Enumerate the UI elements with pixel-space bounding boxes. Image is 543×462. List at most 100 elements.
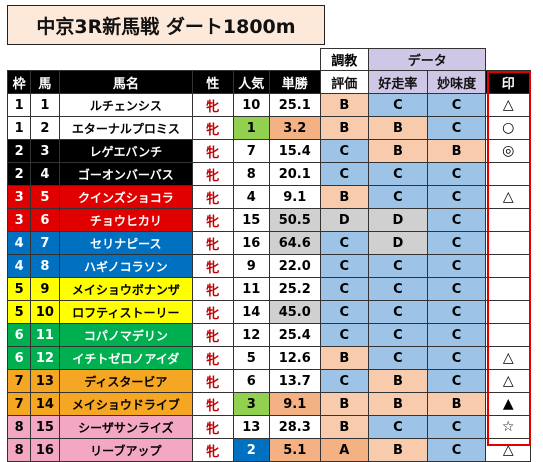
value-rating-cell: C xyxy=(426,277,487,301)
uma-cell: 8 xyxy=(30,254,60,278)
sex-cell: 牝 xyxy=(192,116,234,140)
waku-cell: 8 xyxy=(6,438,32,462)
waku-cell: 8 xyxy=(6,415,32,439)
sex-cell: 牝 xyxy=(192,300,234,324)
myomi-header: 妙味度 xyxy=(426,70,487,94)
prediction-mark-cell: ○ xyxy=(485,116,531,140)
waku-cell: 4 xyxy=(6,254,32,278)
prediction-mark-cell xyxy=(485,323,531,347)
race-title: 中京3R新馬戦 ダート1800m xyxy=(7,5,325,45)
success-rate-cell: C xyxy=(368,323,428,347)
training-eval-cell: B xyxy=(319,346,370,370)
horse-row: 4 7 セリナピース牝 16 64.6 C D C xyxy=(6,231,531,255)
sex-cell: 牝 xyxy=(192,185,234,209)
training-eval-cell: C xyxy=(319,254,370,278)
odds-cell: 20.1 xyxy=(268,162,321,186)
horse-row: 3 5 クインズショコラ牝 4 9.1 B C C △ xyxy=(6,185,531,209)
odds-cell: 25.1 xyxy=(268,93,321,117)
odds-cell: 64.6 xyxy=(268,231,321,255)
success-rate-cell: B xyxy=(368,392,428,416)
horse-row: 3 6 チョウヒカリ牝 15 50.5 D D C xyxy=(6,208,531,232)
horse-name-cell: クインズショコラ xyxy=(58,185,194,209)
popularity-cell: 2 xyxy=(232,438,270,462)
waku-header: 枠 xyxy=(6,70,32,94)
horse-row: 1 1 ルチェンシス牝 10 25.1 B C C △ xyxy=(6,93,531,117)
prediction-mark-cell: △ xyxy=(485,93,531,117)
popularity-cell: 10 xyxy=(232,93,270,117)
sex-cell: 牝 xyxy=(192,415,234,439)
waku-cell: 2 xyxy=(6,139,32,163)
training-eval-cell: C xyxy=(319,369,370,393)
value-rating-cell: B xyxy=(426,139,487,163)
training-eval-cell: C xyxy=(319,300,370,324)
success-rate-cell: C xyxy=(368,162,428,186)
value-rating-cell: C xyxy=(426,93,487,117)
chokyo-top-header: 調教 xyxy=(319,48,370,71)
value-rating-cell: C xyxy=(426,300,487,324)
uma-cell: 15 xyxy=(30,415,60,439)
success-rate-cell: C xyxy=(368,93,428,117)
training-eval-cell: D xyxy=(319,208,370,232)
value-rating-cell: C xyxy=(426,231,487,255)
kousou-header: 好走率 xyxy=(368,70,428,94)
horse-name-cell: シーザサンライズ xyxy=(58,415,194,439)
popularity-cell: 6 xyxy=(232,369,270,393)
prediction-mark-cell: △ xyxy=(485,438,531,462)
training-eval-cell: B xyxy=(319,185,370,209)
sex-cell: 牝 xyxy=(192,392,234,416)
popularity-cell: 13 xyxy=(232,415,270,439)
popularity-cell: 14 xyxy=(232,300,270,324)
value-rating-cell: C xyxy=(426,369,487,393)
prediction-mark-cell: ▲ xyxy=(485,392,531,416)
popularity-cell: 8 xyxy=(232,162,270,186)
sex-cell: 牝 xyxy=(192,369,234,393)
horse-row: 1 2 エターナルプロミス牝 1 3.2 B B C ○ xyxy=(6,116,531,140)
value-rating-cell: C xyxy=(426,346,487,370)
training-eval-cell: A xyxy=(319,438,370,462)
training-eval-cell: B xyxy=(319,116,370,140)
horse-row: 4 8 ハギノコラソン牝 9 22.0 C C C xyxy=(6,254,531,278)
success-rate-cell: C xyxy=(368,415,428,439)
uma-cell: 12 xyxy=(30,346,60,370)
waku-cell: 2 xyxy=(6,162,32,186)
odds-cell: 9.1 xyxy=(268,392,321,416)
horse-name-cell: チョウヒカリ xyxy=(58,208,194,232)
success-rate-cell: B xyxy=(368,369,428,393)
training-eval-cell: C xyxy=(319,139,370,163)
sex-header: 性 xyxy=(192,70,234,94)
value-rating-cell: C xyxy=(426,254,487,278)
sex-cell: 牝 xyxy=(192,162,234,186)
horse-name-cell: コパノマデリン xyxy=(58,323,194,347)
uma-cell: 9 xyxy=(30,277,60,301)
waku-cell: 1 xyxy=(6,116,32,140)
odds-cell: 50.5 xyxy=(268,208,321,232)
odds-cell: 3.2 xyxy=(268,116,321,140)
uma-cell: 4 xyxy=(30,162,60,186)
prediction-mark-cell xyxy=(485,254,531,278)
training-eval-cell: C xyxy=(319,277,370,301)
horse-row: 2 3 レゲエバンチ牝 7 15.4 C B B ◎ xyxy=(6,139,531,163)
success-rate-cell: D xyxy=(368,231,428,255)
success-rate-cell: B xyxy=(368,139,428,163)
value-rating-cell: C xyxy=(426,323,487,347)
prediction-mark-cell: △ xyxy=(485,369,531,393)
training-eval-cell: B xyxy=(319,392,370,416)
horse-name-cell: ハギノコラソン xyxy=(58,254,194,278)
horse-row: 5 9 メイショウボナンザ牝 11 25.2 C C C xyxy=(6,277,531,301)
uma-cell: 5 xyxy=(30,185,60,209)
sex-cell: 牝 xyxy=(192,277,234,301)
data-top-header: データ xyxy=(368,48,487,71)
success-rate-cell: C xyxy=(368,277,428,301)
sex-cell: 牝 xyxy=(192,208,234,232)
horse-name-cell: ロフティストーリー xyxy=(58,300,194,324)
waku-cell: 3 xyxy=(6,208,32,232)
popularity-cell: 16 xyxy=(232,231,270,255)
value-rating-cell: C xyxy=(426,438,487,462)
prediction-mark-cell xyxy=(485,277,531,301)
sex-cell: 牝 xyxy=(192,323,234,347)
odds-header: 単勝 xyxy=(268,70,321,94)
success-rate-cell: C xyxy=(368,346,428,370)
odds-cell: 15.4 xyxy=(268,139,321,163)
horse-row: 6 11 コパノマデリン牝 12 25.4 C C C xyxy=(6,323,531,347)
training-eval-cell: B xyxy=(319,93,370,117)
